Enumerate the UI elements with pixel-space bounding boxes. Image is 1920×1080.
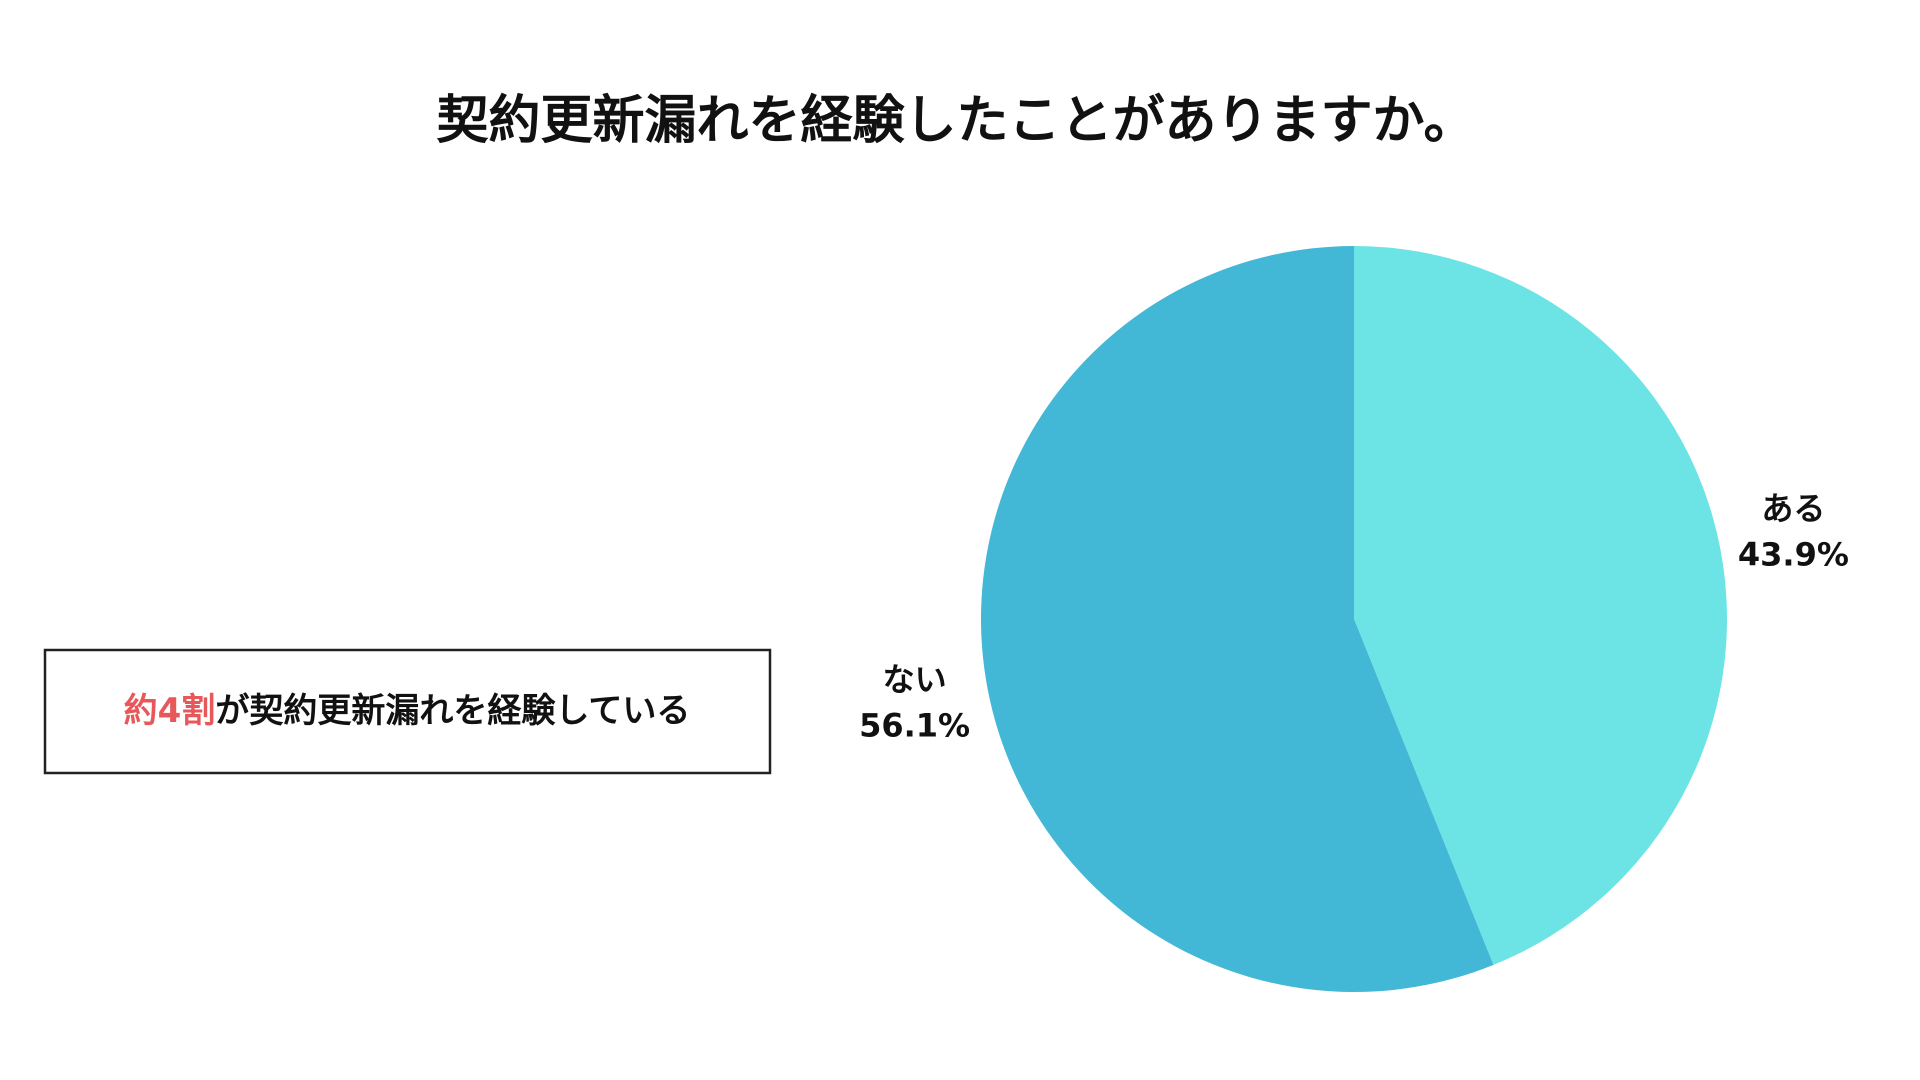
value-label: 43.9% bbox=[1738, 536, 1849, 574]
pie-slice bbox=[1354, 246, 1728, 965]
annotation-text: が契約更新漏れを経験している bbox=[215, 691, 690, 731]
slice-label: ない bbox=[883, 660, 947, 698]
chart-title: 契約更新漏れを経験したことがありますか。 bbox=[437, 91, 1476, 151]
value-label: 56.1% bbox=[859, 706, 970, 744]
annotation-box bbox=[43, 648, 772, 775]
pie-slice bbox=[981, 246, 1494, 993]
slice-label: ある bbox=[1761, 490, 1825, 528]
annotation-highlight: 約4割 bbox=[124, 691, 216, 731]
annotation: 約4割が契約更新漏れを経験している bbox=[124, 691, 691, 731]
